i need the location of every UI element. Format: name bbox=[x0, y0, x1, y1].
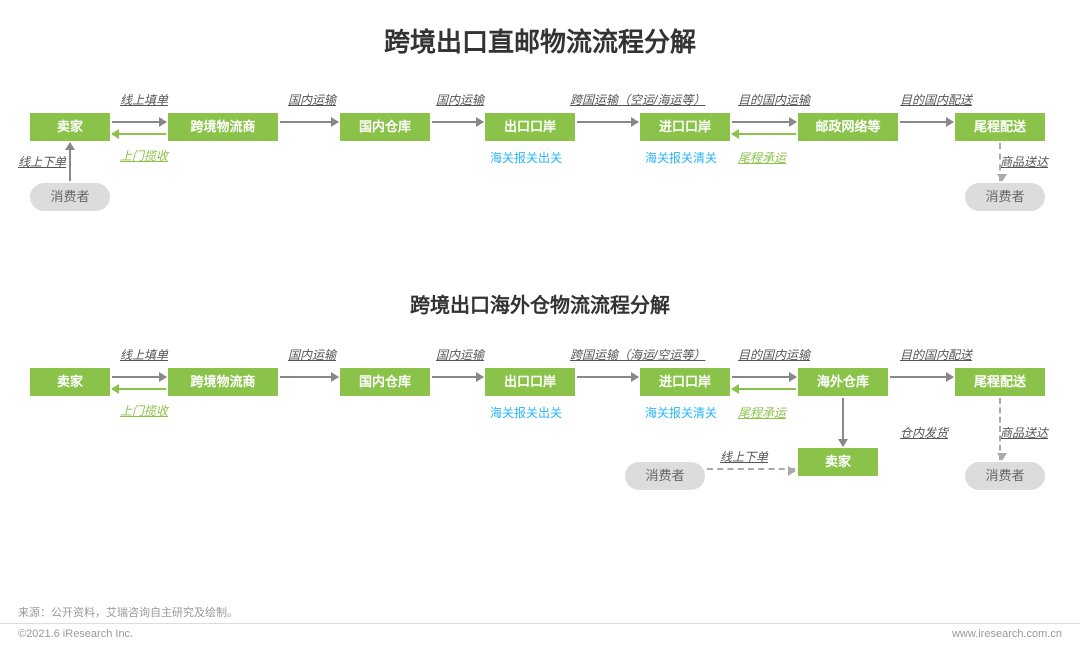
flow2: 线上填单 国内运输 国内运输 跨国运输（海运/空运等） 目的国内运输 目的国内配… bbox=[0, 332, 1080, 532]
arrow bbox=[280, 121, 338, 123]
flow2-node-export-port: 出口口岸 bbox=[485, 368, 575, 396]
flow1-label-l2: 国内运输 bbox=[288, 91, 336, 108]
flow1-node-consumer-right: 消费者 bbox=[965, 183, 1045, 211]
arrow bbox=[280, 376, 338, 378]
footer-divider bbox=[0, 623, 1080, 624]
arrow bbox=[432, 121, 483, 123]
flow2-label-customs-export: 海关报关出关 bbox=[490, 404, 562, 421]
flow1-label-customs-export: 海关报关出关 bbox=[490, 149, 562, 166]
arrow bbox=[732, 121, 796, 123]
arrow-back bbox=[112, 133, 166, 135]
flow2-label-customs-import: 海关报关清关 bbox=[645, 404, 717, 421]
varrow-dashed bbox=[999, 398, 1001, 460]
arrow bbox=[900, 121, 953, 123]
flow2-node-consumer-left: 消费者 bbox=[625, 462, 705, 490]
flow1-node-consumer-left: 消费者 bbox=[30, 183, 110, 211]
varrow bbox=[69, 143, 71, 181]
flow1-label-l1: 线上填单 bbox=[120, 91, 168, 108]
footer-url: www.iresearch.com.cn bbox=[952, 628, 1062, 640]
flow2-label-l4: 跨国运输（海运/空运等） bbox=[570, 346, 705, 363]
flow2-node-seller: 卖家 bbox=[30, 368, 110, 396]
arrow bbox=[732, 376, 796, 378]
arrow bbox=[577, 376, 638, 378]
flow1-node-postal: 邮政网络等 bbox=[798, 113, 898, 141]
flow1-node-logistics: 跨境物流商 bbox=[168, 113, 278, 141]
arrow bbox=[112, 376, 166, 378]
varrow bbox=[842, 398, 844, 446]
flow1-node-import-port: 进口口岸 bbox=[640, 113, 730, 141]
flow1-label-goods-delivered: 商品送达 bbox=[1000, 153, 1048, 170]
flow2-node-last-mile: 尾程配送 bbox=[955, 368, 1045, 396]
flow1: 线上填单 国内运输 国内运输 跨国运输（空运/海运等） 目的国内运输 目的国内配… bbox=[0, 77, 1080, 247]
flow1-node-export-port: 出口口岸 bbox=[485, 113, 575, 141]
arrow-back bbox=[732, 133, 796, 135]
flow2-node-import-port: 进口口岸 bbox=[640, 368, 730, 396]
varrow bbox=[999, 143, 1001, 181]
main-title: 跨境出口直邮物流流程分解 bbox=[0, 0, 1080, 77]
flow2-label-l1: 线上填单 bbox=[120, 346, 168, 363]
flow2-node-domestic-wh: 国内仓库 bbox=[340, 368, 430, 396]
arrow bbox=[112, 121, 166, 123]
arrow-back bbox=[112, 388, 166, 390]
flow1-node-domestic-wh: 国内仓库 bbox=[340, 113, 430, 141]
flow2-label-online-order: 线上下单 bbox=[720, 448, 768, 465]
footer-source: 来源：公开资料，艾瑞咨询自主研究及绘制。 bbox=[18, 604, 238, 620]
flow1-node-last-mile: 尾程配送 bbox=[955, 113, 1045, 141]
flow1-label-l4: 跨国运输（空运/海运等） bbox=[570, 91, 705, 108]
flow1-label-l6: 目的国内配送 bbox=[900, 91, 972, 108]
flow2-node-consumer-right: 消费者 bbox=[965, 462, 1045, 490]
arrow-back bbox=[732, 388, 796, 390]
flow2-node-seller2: 卖家 bbox=[798, 448, 878, 476]
flow2-label-l5: 目的国内运输 bbox=[738, 346, 810, 363]
flow1-label-customs-import: 海关报关清关 bbox=[645, 149, 717, 166]
arrow-dashed bbox=[707, 468, 795, 470]
arrow bbox=[890, 376, 953, 378]
arrow bbox=[432, 376, 483, 378]
flow2-label-l2: 国内运输 bbox=[288, 346, 336, 363]
flow2-node-logistics: 跨境物流商 bbox=[168, 368, 278, 396]
footer-copyright: ©2021.6 iResearch Inc. bbox=[18, 628, 133, 640]
flow2-label-wh-ship: 仓内发货 bbox=[900, 424, 948, 441]
arrow bbox=[577, 121, 638, 123]
flow2-node-overseas-wh: 海外仓库 bbox=[798, 368, 888, 396]
flow1-node-seller: 卖家 bbox=[30, 113, 110, 141]
flow1-label-pickup: 上门揽收 bbox=[120, 147, 168, 164]
flow2-label-l3: 国内运输 bbox=[436, 346, 484, 363]
flow2-label-l6: 目的国内配送 bbox=[900, 346, 972, 363]
flow2-label-last-carrier: 尾程承运 bbox=[738, 404, 786, 421]
flow1-label-l3: 国内运输 bbox=[436, 91, 484, 108]
sub-title: 跨境出口海外仓物流流程分解 bbox=[0, 247, 1080, 332]
flow1-label-online-order: 线上下单 bbox=[18, 153, 66, 170]
flow1-label-last-carrier: 尾程承运 bbox=[738, 149, 786, 166]
flow2-label-pickup: 上门揽收 bbox=[120, 402, 168, 419]
flow2-label-goods-delivered: 商品送达 bbox=[1000, 424, 1048, 441]
flow1-label-l5: 目的国内运输 bbox=[738, 91, 810, 108]
